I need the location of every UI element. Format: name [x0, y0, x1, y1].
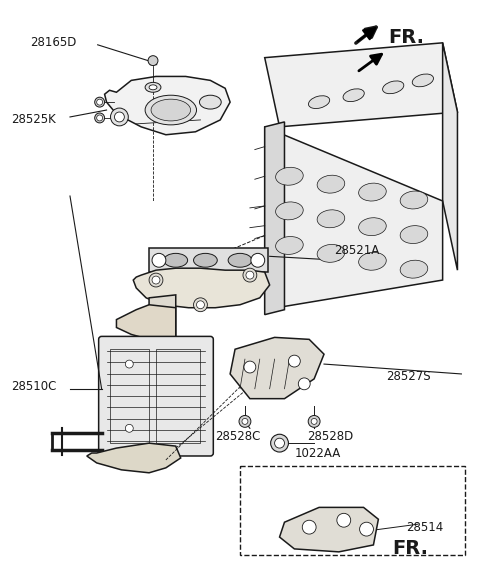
Ellipse shape: [309, 96, 330, 109]
Circle shape: [311, 418, 317, 424]
Circle shape: [302, 520, 316, 534]
Ellipse shape: [359, 218, 386, 236]
Circle shape: [360, 522, 373, 536]
FancyBboxPatch shape: [99, 336, 213, 456]
Ellipse shape: [276, 167, 303, 185]
Ellipse shape: [200, 95, 221, 109]
Circle shape: [125, 424, 133, 432]
Circle shape: [96, 115, 103, 121]
Text: 28528C: 28528C: [216, 430, 261, 443]
Circle shape: [337, 513, 351, 527]
Text: 28510C: 28510C: [11, 380, 56, 393]
Ellipse shape: [412, 74, 433, 86]
Circle shape: [193, 298, 207, 312]
Text: FR.: FR.: [388, 28, 424, 47]
Text: 28528D: 28528D: [307, 430, 353, 443]
Polygon shape: [133, 268, 270, 308]
Text: 28527S: 28527S: [386, 370, 431, 384]
Polygon shape: [230, 337, 324, 399]
Circle shape: [275, 438, 285, 448]
Ellipse shape: [96, 114, 104, 122]
Circle shape: [246, 271, 254, 279]
Circle shape: [251, 253, 264, 267]
Ellipse shape: [276, 237, 303, 254]
Text: 1022AA: 1022AA: [294, 447, 341, 460]
Text: 28521A: 28521A: [334, 244, 379, 257]
Ellipse shape: [317, 210, 345, 228]
Polygon shape: [105, 76, 230, 135]
Circle shape: [152, 253, 166, 267]
Circle shape: [95, 97, 105, 107]
Circle shape: [125, 360, 133, 368]
Circle shape: [95, 113, 105, 123]
Polygon shape: [443, 43, 457, 270]
Ellipse shape: [359, 183, 386, 201]
Ellipse shape: [151, 99, 191, 121]
Ellipse shape: [400, 260, 428, 278]
Circle shape: [239, 415, 251, 427]
Text: 28525K: 28525K: [11, 113, 55, 126]
Ellipse shape: [228, 253, 252, 267]
Circle shape: [148, 56, 158, 65]
Circle shape: [152, 276, 160, 284]
Circle shape: [96, 99, 103, 105]
Ellipse shape: [400, 191, 428, 209]
Ellipse shape: [317, 175, 345, 193]
Text: 28514: 28514: [406, 521, 444, 534]
Circle shape: [308, 415, 320, 427]
Ellipse shape: [96, 98, 104, 106]
Ellipse shape: [343, 89, 364, 102]
Polygon shape: [149, 295, 176, 343]
Ellipse shape: [400, 226, 428, 244]
Ellipse shape: [110, 108, 128, 126]
Polygon shape: [149, 249, 268, 272]
Circle shape: [288, 355, 300, 367]
Text: 28165D: 28165D: [30, 36, 77, 50]
Polygon shape: [264, 127, 443, 310]
Ellipse shape: [145, 95, 196, 125]
Ellipse shape: [193, 253, 217, 267]
Ellipse shape: [149, 85, 157, 90]
Ellipse shape: [276, 202, 303, 220]
Ellipse shape: [164, 253, 188, 267]
Circle shape: [242, 418, 248, 424]
Ellipse shape: [359, 252, 386, 270]
Circle shape: [271, 434, 288, 452]
Circle shape: [149, 273, 163, 287]
Circle shape: [243, 268, 257, 282]
Polygon shape: [117, 305, 176, 339]
Ellipse shape: [145, 83, 161, 92]
Polygon shape: [264, 122, 285, 315]
Polygon shape: [87, 443, 180, 473]
FancyBboxPatch shape: [240, 466, 466, 555]
Ellipse shape: [114, 112, 124, 122]
Circle shape: [298, 378, 310, 390]
Circle shape: [196, 301, 204, 309]
Ellipse shape: [317, 245, 345, 262]
Text: FR.: FR.: [392, 539, 428, 558]
Ellipse shape: [383, 81, 404, 94]
Polygon shape: [264, 43, 457, 127]
Polygon shape: [279, 508, 378, 552]
Circle shape: [244, 361, 256, 373]
